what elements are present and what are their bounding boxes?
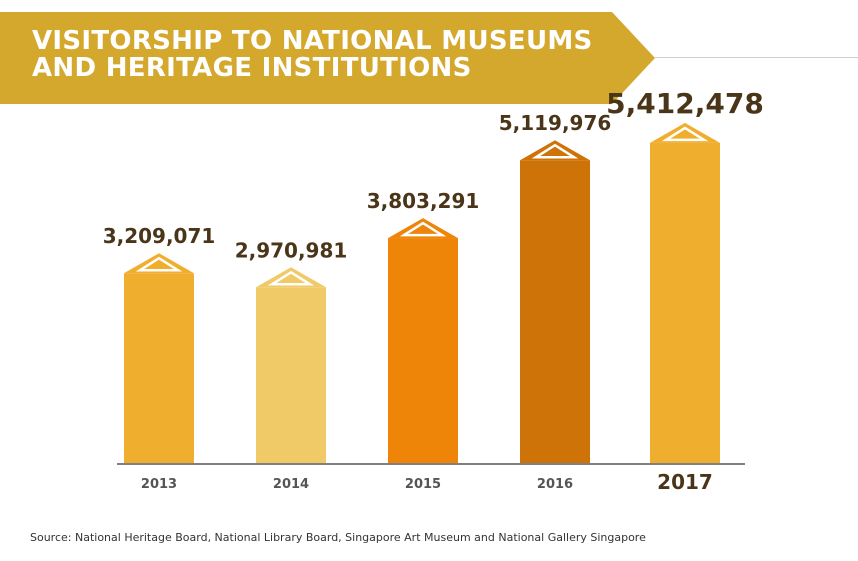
title-banner: VISITORSHIP TO NATIONAL MUSEUMS AND HERI…: [0, 12, 660, 104]
source-note: Source: National Heritage Board, Nationa…: [30, 531, 646, 544]
value-label-2017: 5,412,478: [606, 87, 764, 120]
bar-cap-outline-2013: [135, 256, 183, 272]
x-tick-label-2014: 2014: [273, 477, 309, 492]
x-tick-label-2016: 2016: [537, 477, 573, 492]
bar-2016: [520, 160, 590, 463]
x-tick-label-2015: 2015: [405, 477, 441, 492]
bar-cap-outline-2017: [661, 126, 709, 142]
x-tick-label-2017: 2017: [657, 470, 713, 494]
value-label-2015: 3,803,291: [367, 189, 480, 213]
bar-2013: [124, 273, 194, 463]
chart-title-line-2: AND HERITAGE INSTITUTIONS: [32, 53, 472, 83]
bar-2017: [650, 142, 720, 464]
chart-title: VISITORSHIP TO NATIONAL MUSEUMS AND HERI…: [32, 28, 632, 82]
bar-chart: 3,209,071 2013 2,970,981 2014 3,803,291 2015 5…: [103, 87, 764, 494]
bar-2015: [388, 238, 458, 463]
bar-2014: [256, 287, 326, 463]
value-label-2014: 2,970,981: [235, 238, 348, 262]
bar-cap-outline-2015: [399, 221, 447, 237]
bar-cap-outline-2014: [267, 270, 315, 286]
bar-cap-outline-2016: [531, 143, 579, 159]
x-tick-label-2013: 2013: [141, 477, 177, 492]
chart-title-line-1: VISITORSHIP TO NATIONAL MUSEUMS: [32, 26, 593, 56]
value-label-2016: 5,119,976: [499, 111, 612, 135]
value-label-2013: 3,209,071: [103, 224, 216, 248]
header-divider-line: [655, 57, 858, 58]
title-banner-shape: [0, 12, 655, 104]
